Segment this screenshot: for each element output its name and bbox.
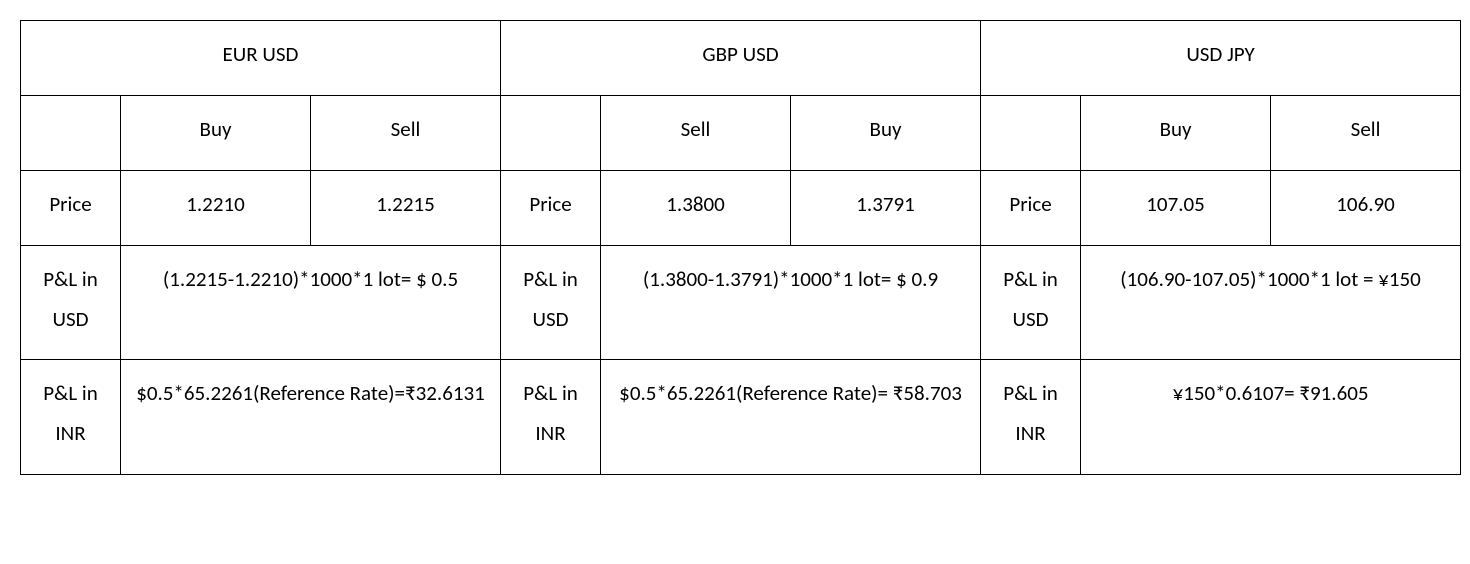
row-label-price: Price <box>501 170 601 245</box>
table-row: EUR USD GBP USD USD JPY <box>21 21 1461 96</box>
row-label-price: Price <box>981 170 1081 245</box>
table-row: P&L in USD (1.2215-1.2210)*1000*1 lot= $… <box>21 245 1461 360</box>
pnl-inr-cell: ¥150*0.6107= ₹91.605 <box>1081 360 1461 475</box>
price-cell: 1.3791 <box>791 170 981 245</box>
table-row: Price 1.2210 1.2215 Price 1.3800 1.3791 … <box>21 170 1461 245</box>
col-label: Buy <box>1081 95 1271 170</box>
row-label-pnl-usd: P&L in USD <box>21 245 121 360</box>
col-label: Sell <box>1271 95 1461 170</box>
row-label-price: Price <box>21 170 121 245</box>
pnl-usd-cell: (1.2215-1.2210)*1000*1 lot= $ 0.5 <box>121 245 501 360</box>
col-label: Buy <box>121 95 311 170</box>
table-row: P&L in INR $0.5*65.2261(Reference Rate)=… <box>21 360 1461 475</box>
row-label-pnl-inr: P&L in INR <box>981 360 1081 475</box>
blank-cell <box>981 95 1081 170</box>
col-label: Sell <box>601 95 791 170</box>
price-cell: 107.05 <box>1081 170 1271 245</box>
col-label: Buy <box>791 95 981 170</box>
pair-header: GBP USD <box>501 21 981 96</box>
price-cell: 106.90 <box>1271 170 1461 245</box>
pnl-inr-cell: $0.5*65.2261(Reference Rate)=₹32.6131 <box>121 360 501 475</box>
col-label: Sell <box>311 95 501 170</box>
table-row: Buy Sell Sell Buy Buy Sell <box>21 95 1461 170</box>
price-cell: 1.2215 <box>311 170 501 245</box>
row-label-pnl-usd: P&L in USD <box>501 245 601 360</box>
pnl-usd-cell: (106.90-107.05)*1000*1 lot = ¥150 <box>1081 245 1461 360</box>
row-label-pnl-inr: P&L in INR <box>501 360 601 475</box>
pair-header: EUR USD <box>21 21 501 96</box>
pnl-usd-cell: (1.3800-1.3791)*1000*1 lot= $ 0.9 <box>601 245 981 360</box>
price-cell: 1.2210 <box>121 170 311 245</box>
row-label-pnl-usd: P&L in USD <box>981 245 1081 360</box>
pair-header: USD JPY <box>981 21 1461 96</box>
blank-cell <box>501 95 601 170</box>
blank-cell <box>21 95 121 170</box>
pnl-inr-cell: $0.5*65.2261(Reference Rate)= ₹58.703 <box>601 360 981 475</box>
price-cell: 1.3800 <box>601 170 791 245</box>
row-label-pnl-inr: P&L in INR <box>21 360 121 475</box>
fx-pnl-table: EUR USD GBP USD USD JPY Buy Sell Sell Bu… <box>20 20 1461 475</box>
